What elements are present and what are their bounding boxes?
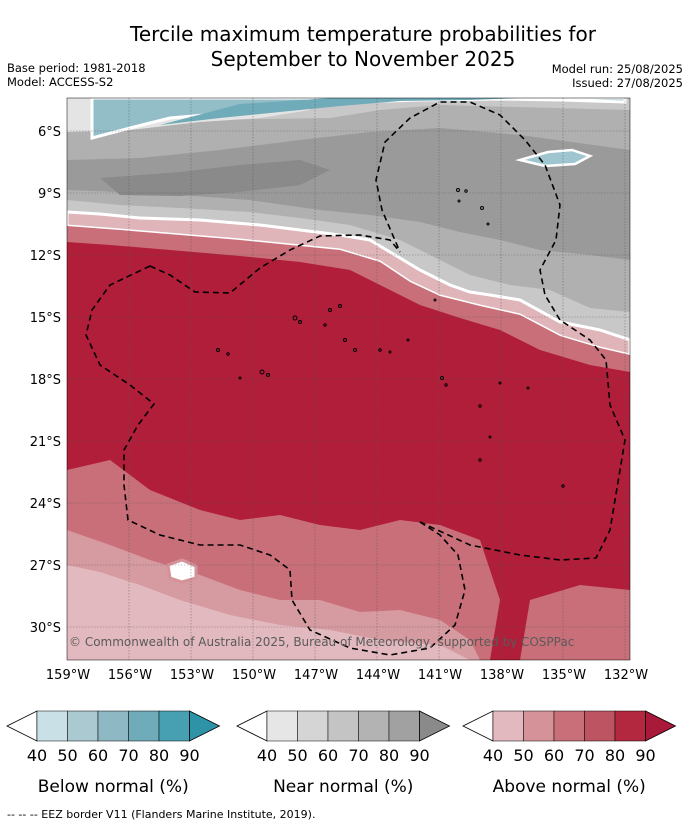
islands xyxy=(216,188,565,488)
lat-label: 9°S xyxy=(38,187,61,202)
colorbar-tick-label: 60 xyxy=(544,746,564,765)
lon-label: 156°W xyxy=(108,668,152,683)
colorbar-tick-label: 50 xyxy=(287,746,307,765)
lat-label: 18°S xyxy=(30,373,61,388)
longitude-labels: 159°W 156°W 153°W 150°W 147°W 144°W 141°… xyxy=(46,668,648,683)
colorbar-segment xyxy=(584,710,616,742)
colorbar-tick-label: 40 xyxy=(483,746,503,765)
colorbar-max-triangle xyxy=(189,710,221,742)
near-normal-70 xyxy=(67,128,630,260)
map-frame xyxy=(66,97,631,661)
lon-label: 132°W xyxy=(604,668,648,683)
colorbar-legends: 40 50 60 70 80 90 Below normal (%) 40 50 60 70 80 90… xyxy=(6,710,677,797)
colorbar-segment xyxy=(128,710,160,742)
lat-label: 21°S xyxy=(30,435,61,450)
colorbar-title: Above normal (%) xyxy=(493,777,646,797)
lon-label: 138°W xyxy=(480,668,524,683)
lon-label: 159°W xyxy=(46,668,90,683)
colorbar-segment xyxy=(97,710,129,742)
colorbar-segment xyxy=(327,710,359,742)
lon-label: 144°W xyxy=(356,668,400,683)
colorbar-segment xyxy=(492,710,524,742)
base-period: Base period: 1981-2018 xyxy=(7,61,146,75)
lat-label: 30°S xyxy=(30,621,61,636)
lat-label: 24°S xyxy=(30,497,61,512)
lon-label: 153°W xyxy=(170,668,214,683)
lat-label: 12°S xyxy=(30,249,61,264)
colorbar-near-normal: 40 50 60 70 80 90 Near normal (%) xyxy=(236,710,451,797)
lon-label: 147°W xyxy=(294,668,338,683)
latitude-labels: 6°S 9°S 12°S 15°S 18°S 21°S 24°S 27°S 30… xyxy=(30,125,61,636)
colorbar-segment xyxy=(614,710,646,742)
above-normal-patch-east xyxy=(520,585,630,660)
colorbar-tick-label: 90 xyxy=(635,746,655,765)
colorbar-tick-label: 50 xyxy=(57,746,77,765)
map-title: Tercile maximum temperature probabilitie… xyxy=(60,22,666,72)
colorbar-segment xyxy=(523,710,555,742)
model-run: Model run: 25/08/2025 xyxy=(551,62,683,76)
colorbar-min-triangle xyxy=(236,710,268,742)
below-normal-70 xyxy=(160,98,520,125)
colorbar-tick-label: 80 xyxy=(605,746,625,765)
colorbar-min-triangle xyxy=(462,710,494,742)
lon-label: 135°W xyxy=(542,668,586,683)
issued-date: Issued: 27/08/2025 xyxy=(572,76,683,90)
colorbar-segment xyxy=(297,710,329,742)
colorbar-tick-label: 70 xyxy=(574,746,594,765)
lat-label: 15°S xyxy=(30,311,61,326)
colorbar-tick-label: 50 xyxy=(513,746,533,765)
lon-label: 150°W xyxy=(232,668,276,683)
map-grid xyxy=(67,98,630,660)
above-normal-south-40 xyxy=(67,565,470,660)
colorbar-tick-label: 40 xyxy=(257,746,277,765)
model-name: Model: ACCESS-S2 xyxy=(7,75,114,89)
colorbar-max-triangle xyxy=(419,710,451,742)
colorbar-tick-label: 90 xyxy=(179,746,199,765)
eez-footnote: -- -- -- EEZ border V11 (Flanders Marine… xyxy=(7,808,316,821)
colorbar-segment xyxy=(388,710,420,742)
lat-label: 27°S xyxy=(30,559,61,574)
colorbar-min-triangle xyxy=(6,710,38,742)
title-line-1: Tercile maximum temperature probabilitie… xyxy=(130,22,596,46)
eez-borders xyxy=(85,101,626,656)
above-normal-edge-2 xyxy=(67,226,630,372)
lat-label: 6°S xyxy=(38,125,61,140)
colorbar-tick-label: 70 xyxy=(348,746,368,765)
colorbar-tick-label: 60 xyxy=(318,746,338,765)
colorbar-title: Near normal (%) xyxy=(273,777,413,797)
colorbar-segment xyxy=(67,710,99,742)
white-patch xyxy=(166,558,198,584)
colorbar-segment xyxy=(266,710,298,742)
colorbar-segment xyxy=(158,710,190,742)
colorbar-tick-label: 40 xyxy=(27,746,47,765)
lon-label: 141°W xyxy=(418,668,462,683)
title-line-2: September to November 2025 xyxy=(210,47,516,71)
colorbar-segment xyxy=(553,710,585,742)
colorbar-title: Below normal (%) xyxy=(38,777,189,797)
probability-map: © Commonwealth of Australia 2025, Bureau… xyxy=(67,98,630,660)
copyright-text: © Commonwealth of Australia 2025, Bureau… xyxy=(69,635,574,649)
colorbar-max-triangle xyxy=(645,710,677,742)
meta-left: Base period: 1981-2018 Model: ACCESS-S2 xyxy=(7,61,146,89)
colorbar-tick-label: 80 xyxy=(379,746,399,765)
near-normal-80 xyxy=(100,160,330,196)
colorbar-tick-label: 90 xyxy=(409,746,429,765)
colorbar-tick-label: 70 xyxy=(118,746,138,765)
colorbar-above-normal: 40 50 60 70 80 90 Above normal (%) xyxy=(462,710,677,797)
meta-right: Model run: 25/08/2025 Issued: 27/08/2025 xyxy=(552,62,683,90)
colorbar-tick-label: 80 xyxy=(149,746,169,765)
colorbar-segment xyxy=(36,710,68,742)
colorbar-segment xyxy=(358,710,390,742)
colorbar-tick-label: 60 xyxy=(88,746,108,765)
colorbar-below-normal: 40 50 60 70 80 90 Below normal (%) xyxy=(6,710,221,797)
